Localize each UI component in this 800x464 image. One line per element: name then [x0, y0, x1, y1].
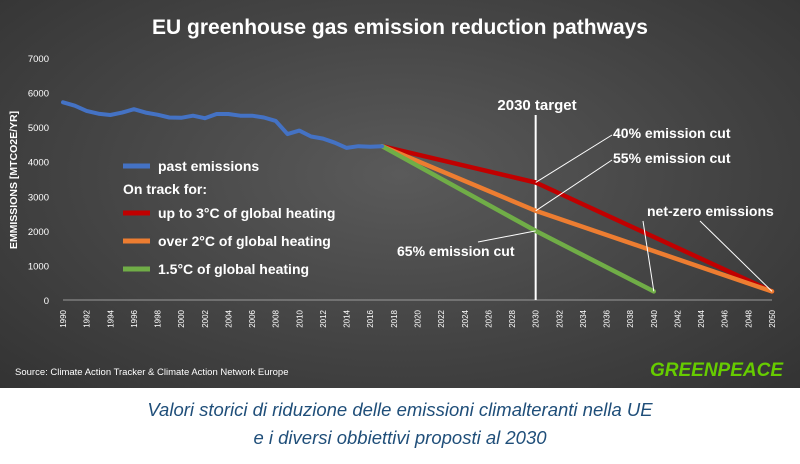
legend-label-orange: over 2°C of global heating	[158, 233, 331, 249]
x-tick-label: 2014	[343, 309, 352, 327]
greenpeace-logo: GREENPEACE	[650, 360, 784, 381]
x-tick-label: 2042	[673, 309, 682, 327]
legend-label-green: 1.5°C of global heating	[158, 261, 309, 277]
x-tick-label: 2004	[224, 309, 233, 327]
y-tick-label: 2000	[28, 227, 49, 238]
y-tick-label: 1000	[28, 261, 49, 272]
x-tick-label: 2046	[721, 309, 730, 327]
x-tick-label: 2018	[390, 309, 399, 327]
x-tick-label: 2012	[319, 309, 328, 327]
x-tick-label: 1996	[130, 309, 139, 327]
x-tick-label: 2000	[177, 309, 186, 327]
x-tick-label: 2002	[201, 309, 210, 327]
series-line-past	[61, 100, 385, 150]
target-label: 2030 target	[497, 97, 576, 114]
x-tick-label: 2038	[626, 309, 635, 327]
caption-line-1: Valori storici di riduzione delle emissi…	[147, 399, 653, 420]
x-tick-label: 2048	[744, 309, 753, 327]
x-tick-label: 2034	[579, 309, 588, 327]
series-line-green	[379, 143, 657, 294]
legend-label-red: up to 3°C of global heating	[158, 205, 335, 221]
y-tick-label: 5000	[28, 123, 49, 134]
x-tick-label: 2024	[461, 309, 470, 327]
y-tick-label: 3000	[28, 192, 49, 203]
x-tick-label: 2016	[366, 309, 375, 327]
x-tick-label: 2050	[768, 309, 777, 327]
caption: Valori storici di riduzione delle emissi…	[0, 396, 800, 452]
x-tick-label: 2040	[650, 309, 659, 327]
y-tick-labels: 0 1000 2000 3000 4000 5000 6000 7000	[28, 54, 49, 307]
x-tick-label: 2022	[437, 309, 446, 327]
annotation-pointers	[477, 134, 773, 292]
x-tick-label: 1992	[83, 309, 92, 327]
x-tick-label: 1994	[106, 309, 115, 327]
x-tick-label: 2028	[508, 309, 517, 327]
annotation-65-cut: 65% emission cut	[397, 243, 515, 259]
pointer-65-cut	[477, 230, 536, 243]
annotation-net-zero: net-zero emissions	[647, 203, 774, 219]
source-text: Source: Climate Action Tracker & Climate…	[15, 367, 289, 378]
x-tick-label: 2030	[532, 309, 541, 327]
y-tick-label: 4000	[28, 158, 49, 169]
legend: past emissions On track for: up to 3°C o…	[123, 158, 335, 277]
x-tick-label: 1990	[59, 309, 68, 327]
x-tick-label: 2010	[295, 309, 304, 327]
y-tick-label: 0	[44, 296, 49, 307]
x-tick-label: 2026	[484, 309, 493, 327]
chart-svg: EU greenhouse gas emission reduction pat…	[8, 16, 785, 381]
pointer-55-cut	[535, 159, 613, 212]
x-tick-label: 1998	[154, 309, 163, 327]
x-tick-label: 2044	[697, 309, 706, 327]
x-tick-label: 2032	[555, 309, 564, 327]
legend-heading: On track for:	[123, 181, 207, 197]
y-tick-label: 7000	[28, 54, 49, 65]
y-tick-label: 6000	[28, 89, 49, 100]
x-tick-label: 2036	[603, 309, 612, 327]
chart-title: EU greenhouse gas emission reduction pat…	[152, 16, 648, 39]
annotation-40-cut: 40% emission cut	[613, 125, 731, 141]
x-tick-label: 2020	[414, 309, 423, 327]
x-tick-label: 2006	[248, 309, 257, 327]
y-axis-label: EMMISSIONS [MTCO2E/YR]	[8, 111, 20, 249]
caption-line-2: e i diversi obbiettivi proposti al 2030	[253, 427, 547, 448]
pointer-net-zero-a	[699, 220, 773, 292]
x-tick-labels: 1990 1992 1994 1996 1998 2000 2002 2004 2006 2008…	[59, 309, 777, 327]
chart-panel: EU greenhouse gas emission reduction pat…	[0, 0, 800, 388]
legend-label-past: past emissions	[158, 158, 259, 174]
pointer-40-cut	[535, 134, 613, 183]
x-tick-label: 2008	[272, 309, 281, 327]
pointer-net-zero-b	[642, 220, 655, 292]
annotation-55-cut: 55% emission cut	[613, 150, 731, 166]
